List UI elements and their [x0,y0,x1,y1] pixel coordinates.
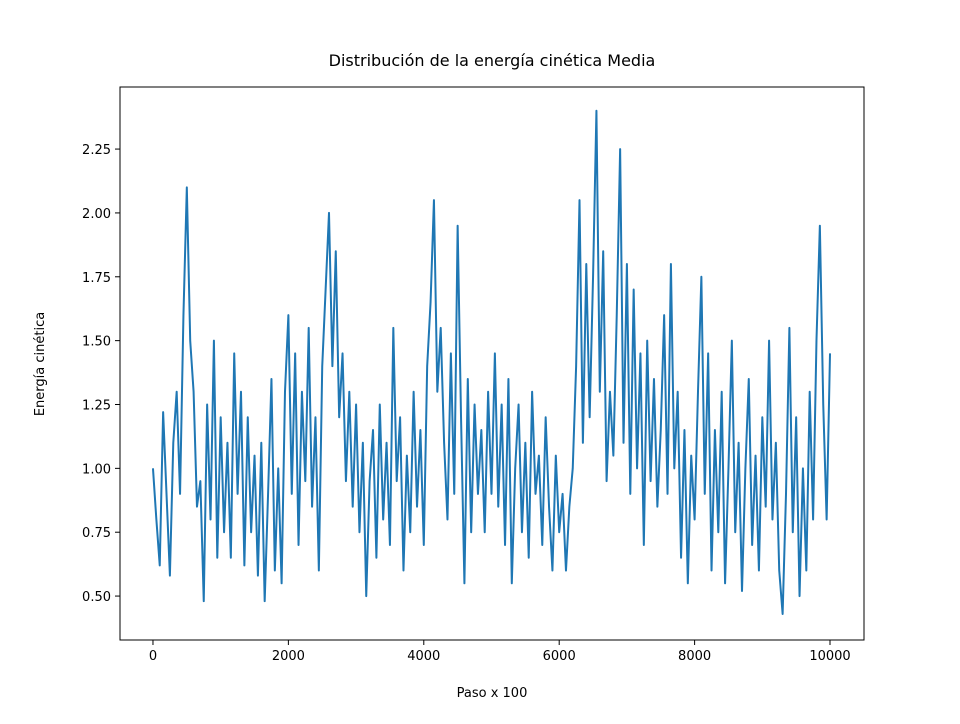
plot-frame [119,86,865,641]
y-tick-label: 1.50 [82,335,111,350]
x-axis-label: Paso x 100 [457,686,528,701]
y-tick-label: 1.00 [82,462,111,477]
y-tick-label: 2.25 [82,143,111,158]
y-tick-label: 2.00 [82,207,111,222]
y-tick-label: 1.25 [82,398,111,413]
y-axis-label: Energía cinética [33,312,48,416]
x-tick-label: 0 [149,649,157,664]
x-tick-label: 10000 [809,649,850,664]
x-tick-label: 6000 [543,649,576,664]
y-tick-label: 0.50 [82,590,111,605]
data-line [151,109,832,615]
y-tick-label: 1.75 [82,271,111,286]
x-tick-label: 8000 [678,649,711,664]
y-tick-label: 0.75 [82,526,111,541]
chart-title: Distribución de la energía cinética Medi… [329,51,656,70]
x-tick-label: 2000 [272,649,305,664]
x-tick-label: 4000 [407,649,440,664]
